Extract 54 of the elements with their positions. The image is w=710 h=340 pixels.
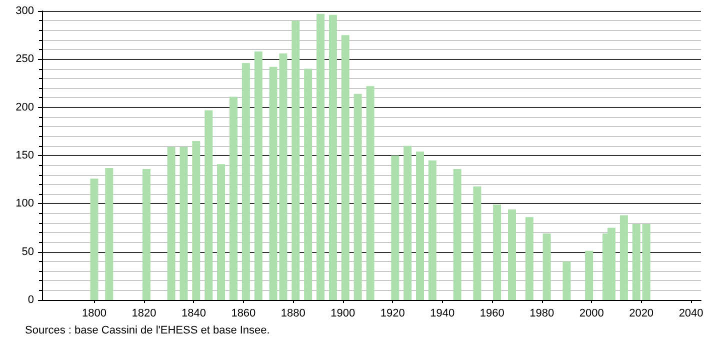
y-tick-label: 0: [28, 294, 34, 306]
bar: [366, 86, 374, 300]
y-tick-label: 300: [16, 5, 34, 17]
bar: [542, 234, 551, 300]
x-tick-label: 1840: [181, 308, 206, 320]
bar: [167, 146, 176, 300]
bar: [105, 168, 114, 300]
bar: [620, 215, 628, 300]
y-tick-label: 150: [16, 150, 34, 162]
y-tick-label: 50: [22, 246, 34, 258]
y-tick-label: 250: [16, 53, 34, 66]
source-note: Sources : base Cassini de l'EHESS et base Insee.: [25, 324, 270, 336]
x-tick-label: 1920: [380, 308, 405, 320]
bar: [453, 168, 462, 300]
bar: [316, 14, 325, 300]
x-tick-label: 1900: [330, 308, 356, 320]
x-tick-label: 1820: [132, 308, 156, 320]
x-tick-label: 1940: [430, 308, 455, 320]
bar: [142, 168, 150, 300]
bar: [217, 164, 226, 300]
bar: [242, 63, 250, 300]
x-tick-label: 1860: [231, 308, 256, 320]
bar: [525, 217, 534, 300]
bar: [585, 250, 594, 300]
bar: [354, 94, 362, 300]
bar: [304, 68, 312, 300]
bar: [292, 20, 300, 300]
bar: [192, 141, 200, 300]
x-tick-label: 2040: [678, 308, 704, 320]
bar: [90, 178, 98, 300]
bar: [493, 204, 502, 300]
bar: [341, 35, 350, 300]
bar: [180, 146, 188, 300]
x-tick-label: 2020: [629, 308, 654, 320]
bar: [391, 156, 400, 300]
bar: [404, 146, 412, 300]
bar: [204, 110, 213, 300]
bar: [642, 224, 650, 300]
bar: [428, 160, 436, 300]
bar: [328, 14, 337, 300]
y-tick-label: 100: [16, 198, 34, 210]
bar: [562, 261, 571, 300]
bar: [229, 96, 238, 300]
bar: [416, 152, 424, 300]
bar: [508, 209, 516, 300]
x-tick-label: 1880: [280, 308, 306, 320]
x-tick-label: 1960: [480, 308, 504, 320]
bar: [473, 186, 482, 300]
x-tick-label: 1980: [530, 308, 554, 320]
bar: [254, 51, 262, 300]
x-tick-label: 1800: [82, 308, 106, 320]
x-tick-label: 2000: [579, 308, 604, 320]
y-tick-label: 200: [16, 101, 34, 114]
bar: [632, 224, 640, 300]
